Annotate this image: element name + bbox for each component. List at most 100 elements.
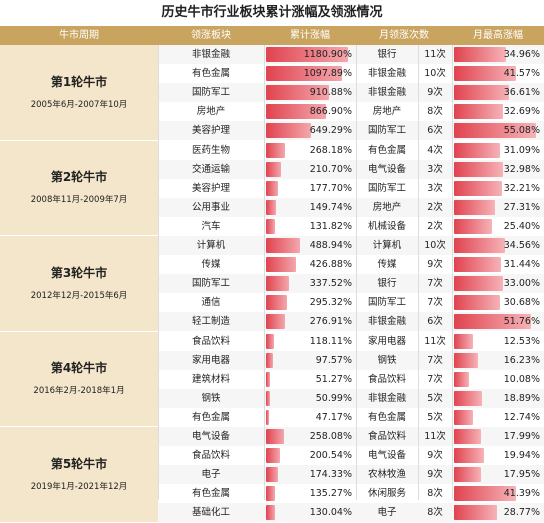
max-gain-bar — [454, 371, 469, 387]
max-gain-value: 32.21% — [503, 182, 540, 194]
max-gain-bar — [454, 429, 481, 444]
max-gain-value: 30.68% — [503, 297, 540, 309]
gain-value: 50.99% — [315, 392, 352, 404]
gain-cell: 488.94% — [264, 236, 356, 255]
table-row: 公用事业 149.74% 房地产 2次 27.31% — [158, 197, 544, 217]
lead-sector-cell: 房地产 — [372, 106, 402, 118]
lead-sector-cell: 钢铁 — [377, 354, 397, 366]
max-gain-cell: 10.08% — [452, 370, 544, 389]
gain-bar — [266, 47, 348, 62]
table-row: 有色金属 135.27% 休闲服务 8次 41.39% — [158, 484, 544, 504]
gain-value: 268.18% — [309, 144, 352, 156]
lead-sector-cell: 银行 — [377, 49, 397, 60]
lead-sector-cell: 非银金融 — [367, 316, 406, 328]
gain-bar — [266, 448, 280, 464]
lead-sector-cell: 休闲服务 — [367, 488, 406, 500]
gain-value: 910.88% — [309, 87, 352, 99]
max-gain-cell: 51.76% — [452, 312, 544, 331]
gain-cell: 258.08% — [264, 427, 356, 446]
table-row: 交通运输 210.70% 电气设备 3次 32.98% — [158, 159, 544, 179]
max-gain-bar — [454, 333, 473, 349]
max-gain-value: 31.09% — [503, 144, 540, 156]
gain-bar — [266, 371, 270, 387]
gain-bar — [266, 104, 327, 120]
max-gain-bar — [454, 486, 516, 502]
gain-cell: 910.88% — [264, 83, 356, 102]
max-gain-cell: 32.21% — [452, 179, 544, 198]
lead-sector-cell: 机械设备 — [367, 220, 406, 232]
gain-bar — [266, 161, 281, 177]
lead-count-cell: 9次 — [427, 259, 443, 271]
gain-bar — [266, 142, 285, 158]
lead-count-cell: 7次 — [427, 373, 443, 385]
group-label-cell: 第2轮牛市 2008年11月-2009年7月 — [0, 140, 158, 236]
lead-count-cell: 8次 — [427, 507, 443, 519]
column-divider — [158, 45, 159, 500]
max-gain-bar — [454, 218, 492, 234]
lead-count-cell: 7次 — [427, 297, 443, 309]
gain-bar — [266, 352, 273, 368]
max-gain-bar — [454, 47, 507, 62]
max-gain-value: 27.31% — [503, 201, 540, 213]
sector-cell: 轻工制造 — [191, 316, 230, 328]
lead-count-cell: 9次 — [427, 87, 443, 99]
lead-count-cell: 8次 — [427, 106, 443, 118]
lead-count-cell: 2次 — [427, 220, 443, 232]
gain-bar — [266, 123, 312, 139]
sector-cell: 电子 — [201, 469, 221, 481]
lead-count-cell: 11次 — [424, 431, 446, 442]
max-gain-value: 32.98% — [503, 163, 540, 175]
max-gain-cell: 19.94% — [452, 446, 544, 465]
gain-cell: 337.52% — [264, 274, 356, 293]
group-label-cell: 第3轮牛市 2012年12月-2015年6月 — [0, 236, 158, 332]
sector-cell: 有色金属 — [191, 411, 230, 423]
max-gain-cell: 16.23% — [452, 351, 544, 370]
max-gain-cell: 34.96% — [452, 45, 544, 64]
max-gain-bar — [454, 295, 500, 311]
gain-cell: 135.27% — [264, 484, 356, 503]
gain-bar — [266, 314, 286, 330]
max-gain-value: 12.74% — [503, 411, 540, 423]
lead-count-cell: 6次 — [427, 316, 443, 328]
gain-cell: 50.99% — [264, 389, 356, 408]
group-name: 第5轮牛市 — [50, 456, 108, 471]
sector-cell: 公用事业 — [191, 201, 230, 213]
table-row: 美容护理 177.70% 国防军工 3次 32.21% — [158, 178, 544, 198]
gain-cell: 268.18% — [264, 141, 356, 160]
gain-bar — [266, 257, 296, 273]
gain-cell: 149.74% — [264, 198, 356, 217]
gain-value: 210.70% — [309, 163, 352, 175]
sector-cell: 建筑材料 — [191, 373, 230, 385]
max-gain-value: 31.44% — [503, 259, 540, 271]
gain-value: 866.90% — [309, 106, 352, 118]
max-gain-cell: 32.69% — [452, 102, 544, 121]
max-gain-cell: 34.56% — [452, 236, 544, 255]
max-gain-value: 10.08% — [503, 373, 540, 385]
lead-count-cell: 7次 — [427, 354, 443, 366]
gain-value: 488.94% — [309, 240, 352, 251]
gain-value: 295.32% — [309, 297, 352, 309]
gain-cell: 97.57% — [264, 351, 356, 370]
bull-market-group: 第2轮牛市 2008年11月-2009年7月 医药生物 268.18% 有色金属 4次 31… — [0, 140, 544, 236]
column-divider — [452, 45, 453, 500]
gain-bar — [266, 276, 290, 292]
lead-count-cell: 5次 — [427, 411, 443, 423]
lead-count-cell: 2次 — [427, 201, 443, 213]
lead-sector-cell: 农林牧渔 — [367, 469, 406, 481]
max-gain-value: 28.77% — [503, 507, 540, 519]
sector-cell: 有色金属 — [191, 488, 230, 500]
table-row: 电气设备 258.08% 食品饮料 11次 17.99% — [158, 427, 544, 446]
gain-cell: 1097.89% — [264, 64, 356, 83]
gain-cell: 200.54% — [264, 446, 356, 465]
max-gain-bar — [454, 123, 536, 139]
gain-cell: 177.70% — [264, 179, 356, 198]
gain-bar — [266, 66, 343, 82]
page-title: 历史牛市行业板块累计涨幅及领涨情况 — [161, 5, 383, 20]
gain-cell: 210.70% — [264, 160, 356, 179]
gain-bar — [266, 486, 276, 502]
max-gain-cell: 41.57% — [452, 64, 544, 83]
lead-sector-cell: 有色金属 — [367, 411, 406, 423]
gain-bar — [266, 218, 276, 234]
max-gain-bar — [454, 142, 501, 158]
gain-value: 131.82% — [309, 220, 352, 232]
